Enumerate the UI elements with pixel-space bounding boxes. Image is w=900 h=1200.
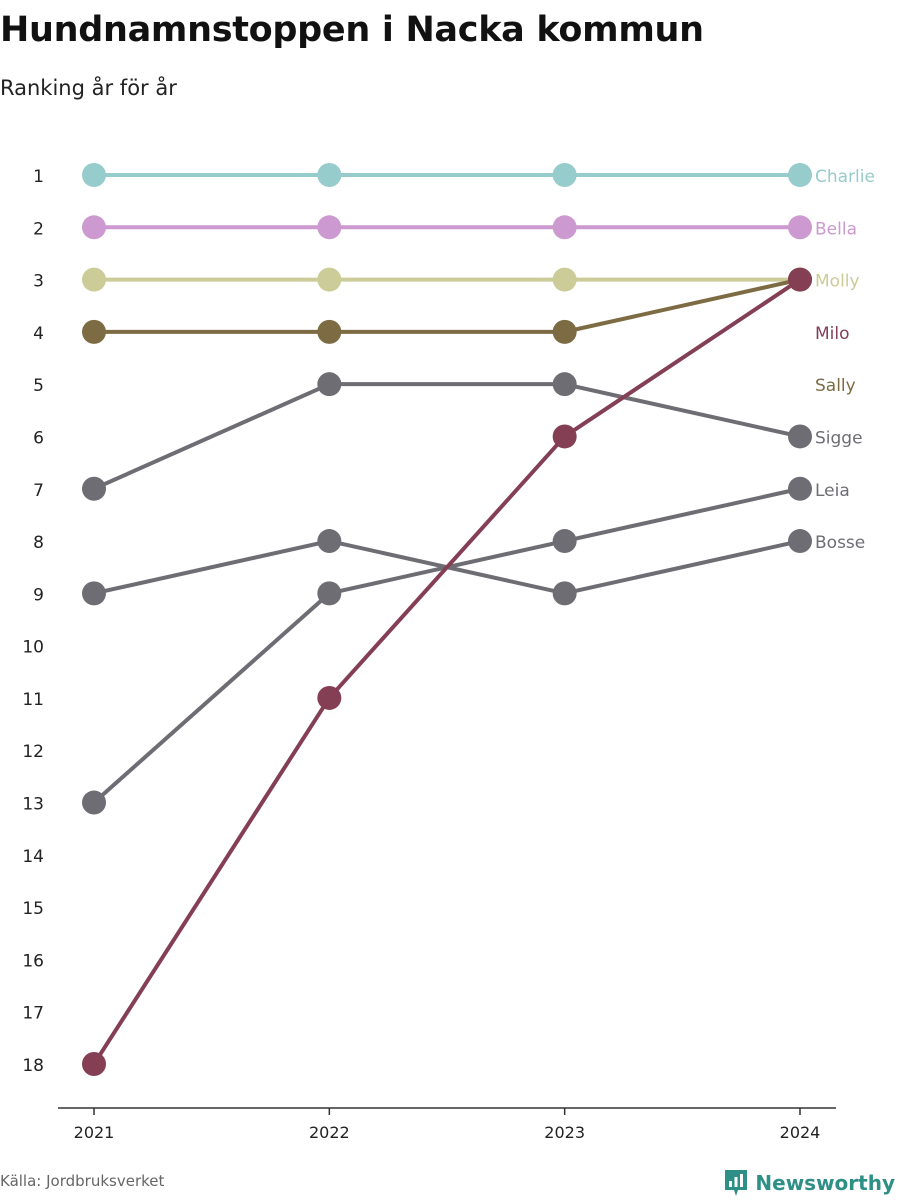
y-tick-label: 3 (33, 272, 44, 292)
point-charlie (317, 163, 342, 187)
chart-title: Hundnamnstoppen i Nacka kommun (0, 10, 704, 50)
y-tick-label: 14 (22, 847, 44, 867)
y-tick-label: 9 (33, 585, 44, 605)
point-bella (82, 215, 106, 240)
y-tick-label: 8 (33, 533, 44, 553)
point-charlie (788, 163, 812, 187)
source-note: Källa: Jordbruksverket (0, 1172, 165, 1190)
point-milo (317, 685, 342, 710)
point-bosse (788, 529, 812, 554)
series-line-sigge (92, 382, 802, 491)
point-molly (552, 267, 577, 292)
y-tick-label: 13 (22, 795, 44, 815)
x-tick-label: 2021 (74, 1123, 115, 1142)
series-line-sally (92, 277, 802, 334)
point-leia (552, 529, 577, 554)
y-tick-label: 17 (22, 1004, 44, 1024)
point-sigge (82, 476, 106, 501)
end-label-bosse: Bosse (815, 533, 865, 553)
point-bella (788, 215, 812, 240)
point-bosse (317, 529, 342, 554)
y-tick-label: 10 (22, 638, 44, 658)
y-tick-label: 5 (33, 376, 44, 396)
x-tick-label: 2023 (544, 1123, 585, 1142)
brand-logo[interactable]: Newsworthy (723, 1168, 895, 1198)
y-tick-label: 12 (22, 742, 44, 762)
chart-subtitle: Ranking år för år (0, 76, 177, 100)
x-tick-label: 2024 (780, 1123, 821, 1142)
end-label-leia: Leia (815, 481, 850, 501)
point-charlie (82, 163, 106, 187)
brand-name: Newsworthy (755, 1171, 895, 1195)
point-sigge (788, 424, 812, 449)
y-tick-label: 1 (33, 167, 44, 187)
point-milo (788, 267, 812, 292)
point-bella (552, 215, 577, 240)
series-line-milo (92, 277, 802, 1066)
point-leia (788, 476, 812, 501)
point-charlie (552, 163, 577, 187)
point-milo (552, 424, 577, 449)
point-bella (317, 215, 342, 240)
y-tick-label: 15 (22, 899, 44, 919)
end-label-bella: Bella (815, 219, 857, 239)
point-bosse (82, 581, 106, 606)
y-tick-label: 11 (22, 690, 44, 710)
point-sally (82, 319, 106, 344)
point-sigge (317, 372, 342, 397)
point-sally (552, 319, 577, 344)
y-tick-label: 6 (33, 428, 44, 448)
end-label-sally: Sally (815, 376, 856, 396)
y-tick-label: 7 (33, 481, 44, 501)
end-label-milo: Milo (815, 324, 850, 344)
x-tick-label: 2022 (309, 1123, 350, 1142)
end-label-sigge: Sigge (815, 428, 863, 448)
newsworthy-logo-icon (725, 1170, 748, 1196)
point-molly (82, 267, 106, 292)
point-bosse (552, 581, 577, 606)
point-sigge (552, 372, 577, 397)
end-label-molly: Molly (815, 272, 860, 292)
end-label-charlie: Charlie (815, 167, 875, 187)
point-leia (82, 790, 106, 815)
y-tick-label: 2 (33, 219, 44, 239)
point-molly (317, 267, 342, 292)
point-sally (317, 319, 342, 344)
y-tick-label: 4 (33, 324, 44, 344)
y-tick-label: 18 (22, 1056, 44, 1076)
point-milo (82, 1052, 106, 1076)
point-leia (317, 581, 342, 606)
y-tick-label: 16 (22, 951, 44, 971)
series-line-leia (92, 486, 802, 805)
